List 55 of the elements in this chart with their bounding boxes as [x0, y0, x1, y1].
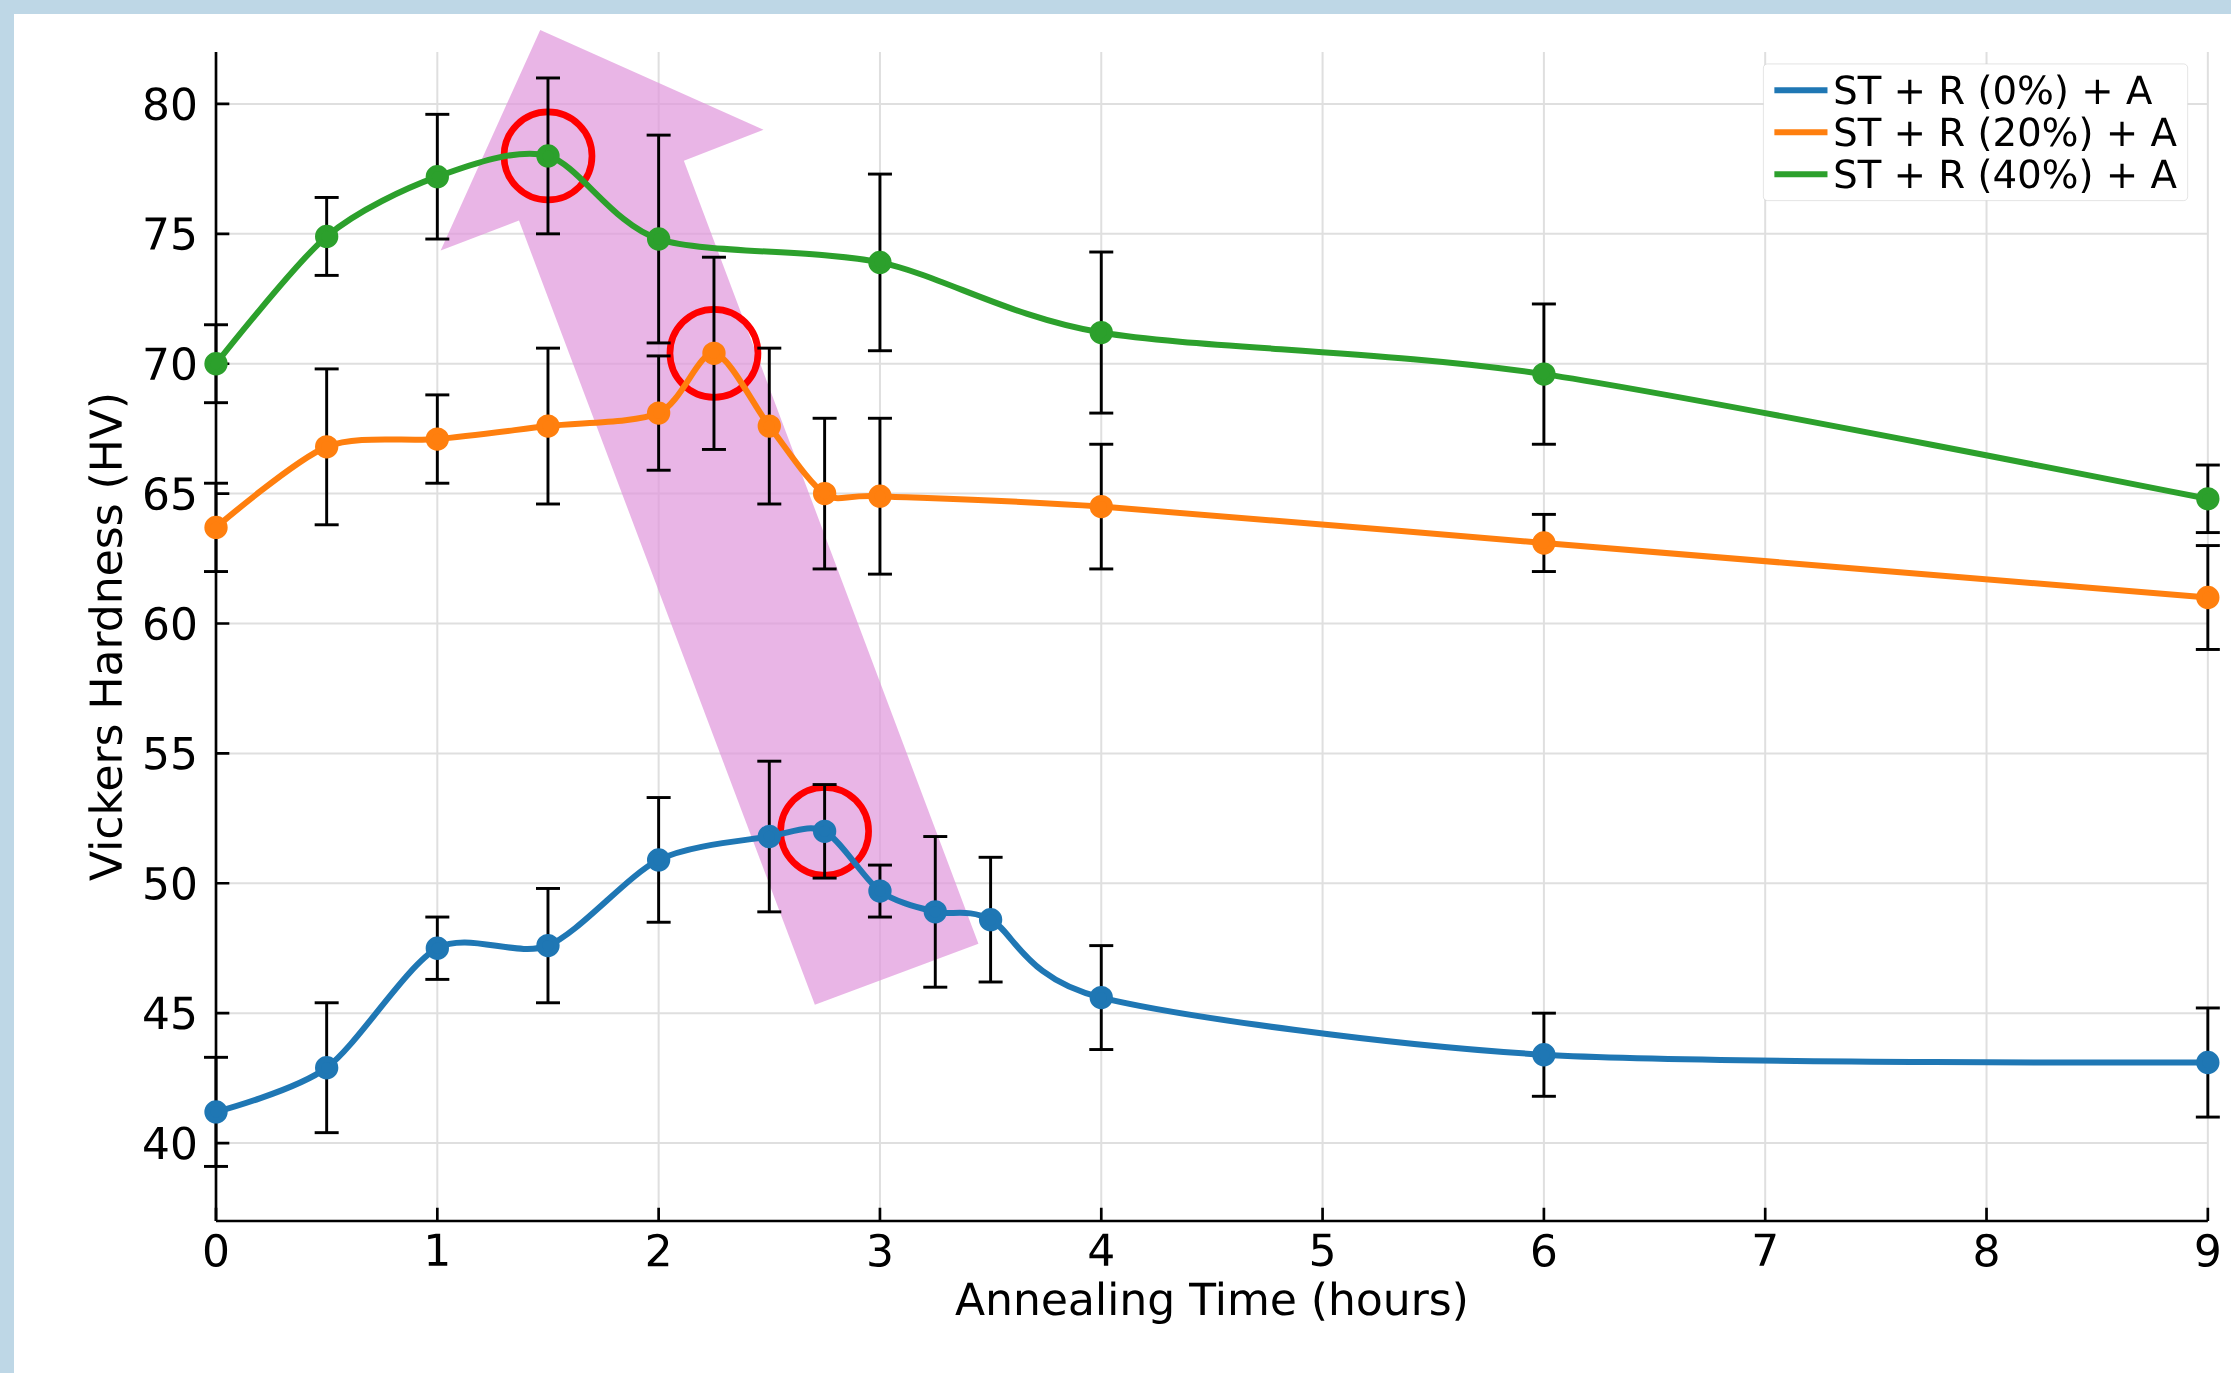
- x-axis-title: Annealing Time (hours): [955, 1281, 1466, 1325]
- point: [204, 1100, 228, 1124]
- point: [757, 414, 781, 438]
- point: [646, 848, 671, 872]
- y-tick-label: 45: [144, 996, 195, 1030]
- legend-label: ST + R (20%) + A: [1835, 116, 2177, 152]
- point: [536, 933, 560, 958]
- y-tick-label: 40: [144, 1126, 196, 1160]
- y-tick-label: 55: [145, 737, 195, 770]
- y-tick-label: 50: [145, 866, 196, 900]
- point: [315, 1056, 339, 1080]
- point: [204, 515, 228, 540]
- point: [923, 900, 947, 924]
- point: [812, 481, 837, 506]
- point: [425, 427, 449, 451]
- point: [204, 352, 228, 376]
- point: [1089, 985, 1113, 1010]
- y-tick-label: 65: [145, 476, 195, 511]
- point: [315, 435, 339, 459]
- point: [868, 879, 892, 903]
- x-tick-label: 9: [2196, 1233, 2219, 1267]
- point: [868, 250, 892, 275]
- y-axis-title: Vickers Hardness (HV): [88, 395, 128, 881]
- point: [1089, 320, 1113, 345]
- y-tick-label: 75: [145, 217, 195, 251]
- x-tick-label: 5: [1311, 1233, 1333, 1267]
- point: [646, 227, 671, 251]
- legend-label: ST + R (40%) + A: [1835, 158, 2177, 194]
- point: [2196, 487, 2220, 511]
- y-tick-label: 70: [145, 347, 196, 381]
- y-tick-label: 80: [144, 87, 196, 121]
- x-tick-label: 2: [647, 1233, 669, 1267]
- x-tick-label: 6: [1532, 1233, 1556, 1267]
- x-tick-label: 3: [869, 1233, 891, 1267]
- x-tick-label: 7: [1754, 1233, 1776, 1266]
- point: [2196, 1050, 2220, 1075]
- legend-label: ST + R (0%) + A: [1835, 74, 2153, 110]
- point: [425, 936, 449, 960]
- x-tick-label: 8: [1975, 1233, 1998, 1267]
- point: [536, 414, 560, 438]
- point: [1089, 494, 1113, 519]
- point: [1532, 1043, 1556, 1067]
- point: [868, 484, 892, 508]
- point: [646, 401, 671, 425]
- y-tick-label: 60: [145, 606, 196, 641]
- point: [757, 824, 781, 849]
- point: [315, 224, 339, 249]
- point: [2196, 585, 2220, 610]
- point: [1532, 531, 1556, 555]
- point: [978, 907, 1003, 932]
- point: [1532, 362, 1556, 386]
- x-tick-label: 4: [1089, 1233, 1113, 1266]
- point: [425, 165, 449, 189]
- x-tick-label: 0: [204, 1233, 228, 1267]
- x-tick-label: 1: [428, 1233, 448, 1266]
